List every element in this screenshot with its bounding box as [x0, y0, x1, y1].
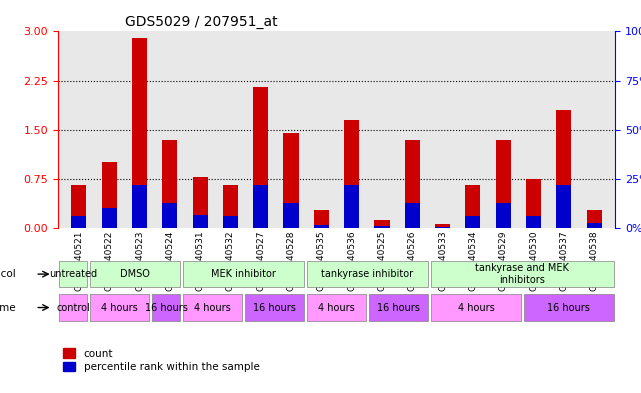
Bar [374, 220, 390, 228]
FancyBboxPatch shape [431, 294, 521, 321]
Bar [253, 185, 269, 228]
Bar [435, 227, 450, 228]
FancyBboxPatch shape [183, 261, 304, 287]
Bar [253, 87, 269, 228]
Text: 16 hours: 16 hours [253, 303, 296, 312]
Bar [495, 203, 511, 228]
Bar [435, 224, 450, 228]
Bar [162, 140, 178, 228]
Bar [495, 140, 511, 228]
FancyBboxPatch shape [431, 261, 614, 287]
Bar [556, 110, 571, 228]
FancyBboxPatch shape [59, 294, 87, 321]
Bar [223, 185, 238, 228]
Text: untreated: untreated [49, 269, 97, 279]
Text: time: time [0, 303, 16, 312]
FancyBboxPatch shape [90, 261, 180, 287]
Text: tankyrase and MEK
inhibitors: tankyrase and MEK inhibitors [476, 263, 569, 285]
Text: 16 hours: 16 hours [377, 303, 420, 312]
Bar [556, 185, 571, 228]
Bar [404, 203, 420, 228]
Bar [526, 179, 541, 228]
Bar [132, 185, 147, 228]
Text: DMSO: DMSO [121, 269, 150, 279]
Bar [71, 185, 87, 228]
Text: 4 hours: 4 hours [318, 303, 355, 312]
Bar [71, 216, 87, 228]
Text: 16 hours: 16 hours [145, 303, 188, 312]
Bar [465, 185, 481, 228]
Bar [283, 133, 299, 228]
Text: MEK inhibitor: MEK inhibitor [211, 269, 276, 279]
FancyBboxPatch shape [183, 294, 242, 321]
Text: tankyrase inhibitor: tankyrase inhibitor [321, 269, 413, 279]
Bar [314, 225, 329, 228]
Bar [192, 215, 208, 228]
Text: protocol: protocol [0, 269, 16, 279]
Bar [132, 38, 147, 228]
Text: 4 hours: 4 hours [101, 303, 138, 312]
Text: control: control [56, 303, 90, 312]
FancyBboxPatch shape [152, 294, 180, 321]
FancyBboxPatch shape [59, 261, 87, 287]
FancyBboxPatch shape [245, 294, 304, 321]
Bar [223, 216, 238, 228]
Bar [344, 185, 359, 228]
Bar [344, 120, 359, 228]
Bar [102, 208, 117, 228]
Bar [465, 216, 481, 228]
Bar [404, 140, 420, 228]
Text: GDS5029 / 207951_at: GDS5029 / 207951_at [124, 15, 278, 29]
Bar [192, 177, 208, 228]
FancyBboxPatch shape [90, 294, 149, 321]
Bar [102, 162, 117, 228]
Bar [314, 210, 329, 228]
FancyBboxPatch shape [307, 261, 428, 287]
Text: 4 hours: 4 hours [194, 303, 231, 312]
Bar [162, 203, 178, 228]
FancyBboxPatch shape [524, 294, 614, 321]
Bar [587, 210, 602, 228]
Text: 4 hours: 4 hours [458, 303, 494, 312]
FancyBboxPatch shape [307, 294, 366, 321]
Text: 16 hours: 16 hours [547, 303, 590, 312]
Legend: count, percentile rank within the sample: count, percentile rank within the sample [63, 349, 260, 372]
Bar [526, 216, 541, 228]
Bar [587, 223, 602, 228]
FancyBboxPatch shape [369, 294, 428, 321]
Bar [374, 226, 390, 228]
Bar [283, 203, 299, 228]
